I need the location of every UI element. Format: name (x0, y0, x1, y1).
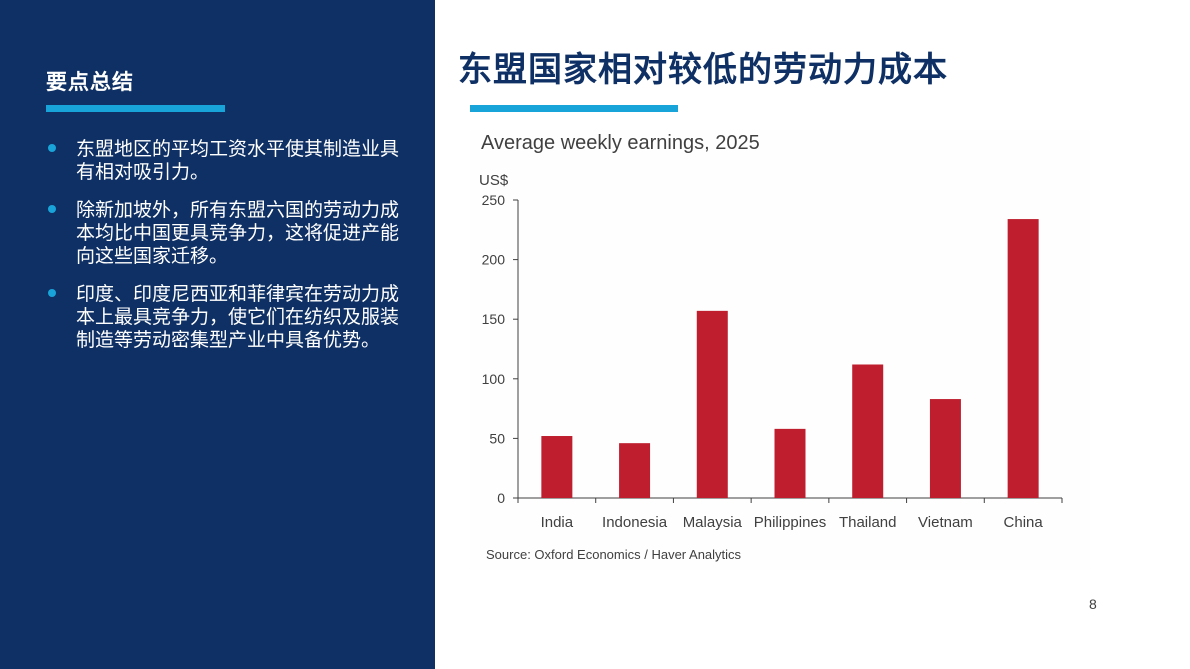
key-points-heading: 要点总结 (46, 70, 134, 94)
y-tick-label: 200 (482, 252, 506, 268)
bar-chart: US$ 0 50 100 150 200 250 India Indonesia Malaysia… (479, 172, 1063, 531)
y-tick-label: 50 (489, 430, 505, 446)
x-tick-label: Thailand (839, 514, 897, 531)
bar-indonesia (619, 443, 651, 498)
y-tick-label: 250 (482, 192, 506, 208)
page-title: 东盟国家相对较低的劳动力成本 (458, 50, 948, 90)
x-tick-label: Vietnam (918, 514, 973, 531)
bar-india (541, 436, 573, 498)
bullet-text: 东盟地区的平均工资水平使其制造业具有相对吸引力。 (76, 138, 400, 183)
bullet-dot-icon (48, 144, 56, 152)
bullet-dot-icon (48, 289, 56, 297)
x-tick-label: China (1004, 514, 1044, 531)
bullet-text: 印度、印度尼西亚和菲律宾在劳动力成本上最具竞争力，使它们在纺织及服装制造等劳动密… (76, 283, 400, 351)
x-tick-label: Indonesia (602, 514, 668, 531)
y-tick-label: 100 (482, 371, 506, 387)
bar-philippines (774, 428, 806, 498)
chart-title: Average weekly earnings, 2025 (481, 132, 760, 154)
chart-container: Average weekly earnings, 2025 US$ 0 50 100 1… (470, 130, 1090, 570)
chart-source: Source: Oxford Economics / Haver Analyti… (486, 547, 742, 562)
y-tick-label: 150 (482, 311, 506, 327)
y-axis-label: US$ (479, 172, 509, 189)
bar-thailand (852, 364, 884, 498)
x-tick-label: India (541, 514, 574, 531)
x-tick-label: Philippines (754, 514, 827, 531)
bar-vietnam (929, 399, 961, 498)
bullet-item: 印度、印度尼西亚和菲律宾在劳动力成本上最具竞争力，使它们在纺织及服装制造等劳动密… (48, 283, 400, 352)
x-tick-label: Malaysia (683, 514, 743, 531)
key-points-panel: 要点总结 东盟地区的平均工资水平使其制造业具有相对吸引力。 除新加坡外，所有东盟… (0, 0, 435, 669)
bullet-item: 东盟地区的平均工资水平使其制造业具有相对吸引力。 (48, 138, 400, 184)
bullet-dot-icon (48, 205, 56, 213)
heading-underline (46, 105, 225, 112)
page-number: 8 (1089, 596, 1097, 612)
bar-china (1007, 219, 1039, 498)
bar-malaysia (696, 310, 728, 498)
bullet-text: 除新加坡外，所有东盟六国的劳动力成本均比中国更具竞争力，这将促进产能向这些国家迁… (76, 199, 400, 267)
bullet-item: 除新加坡外，所有东盟六国的劳动力成本均比中国更具竞争力，这将促进产能向这些国家迁… (48, 199, 400, 268)
title-underline (470, 105, 678, 112)
y-tick-label: 0 (497, 490, 505, 506)
key-points-list: 东盟地区的平均工资水平使其制造业具有相对吸引力。 除新加坡外，所有东盟六国的劳动… (48, 138, 400, 367)
